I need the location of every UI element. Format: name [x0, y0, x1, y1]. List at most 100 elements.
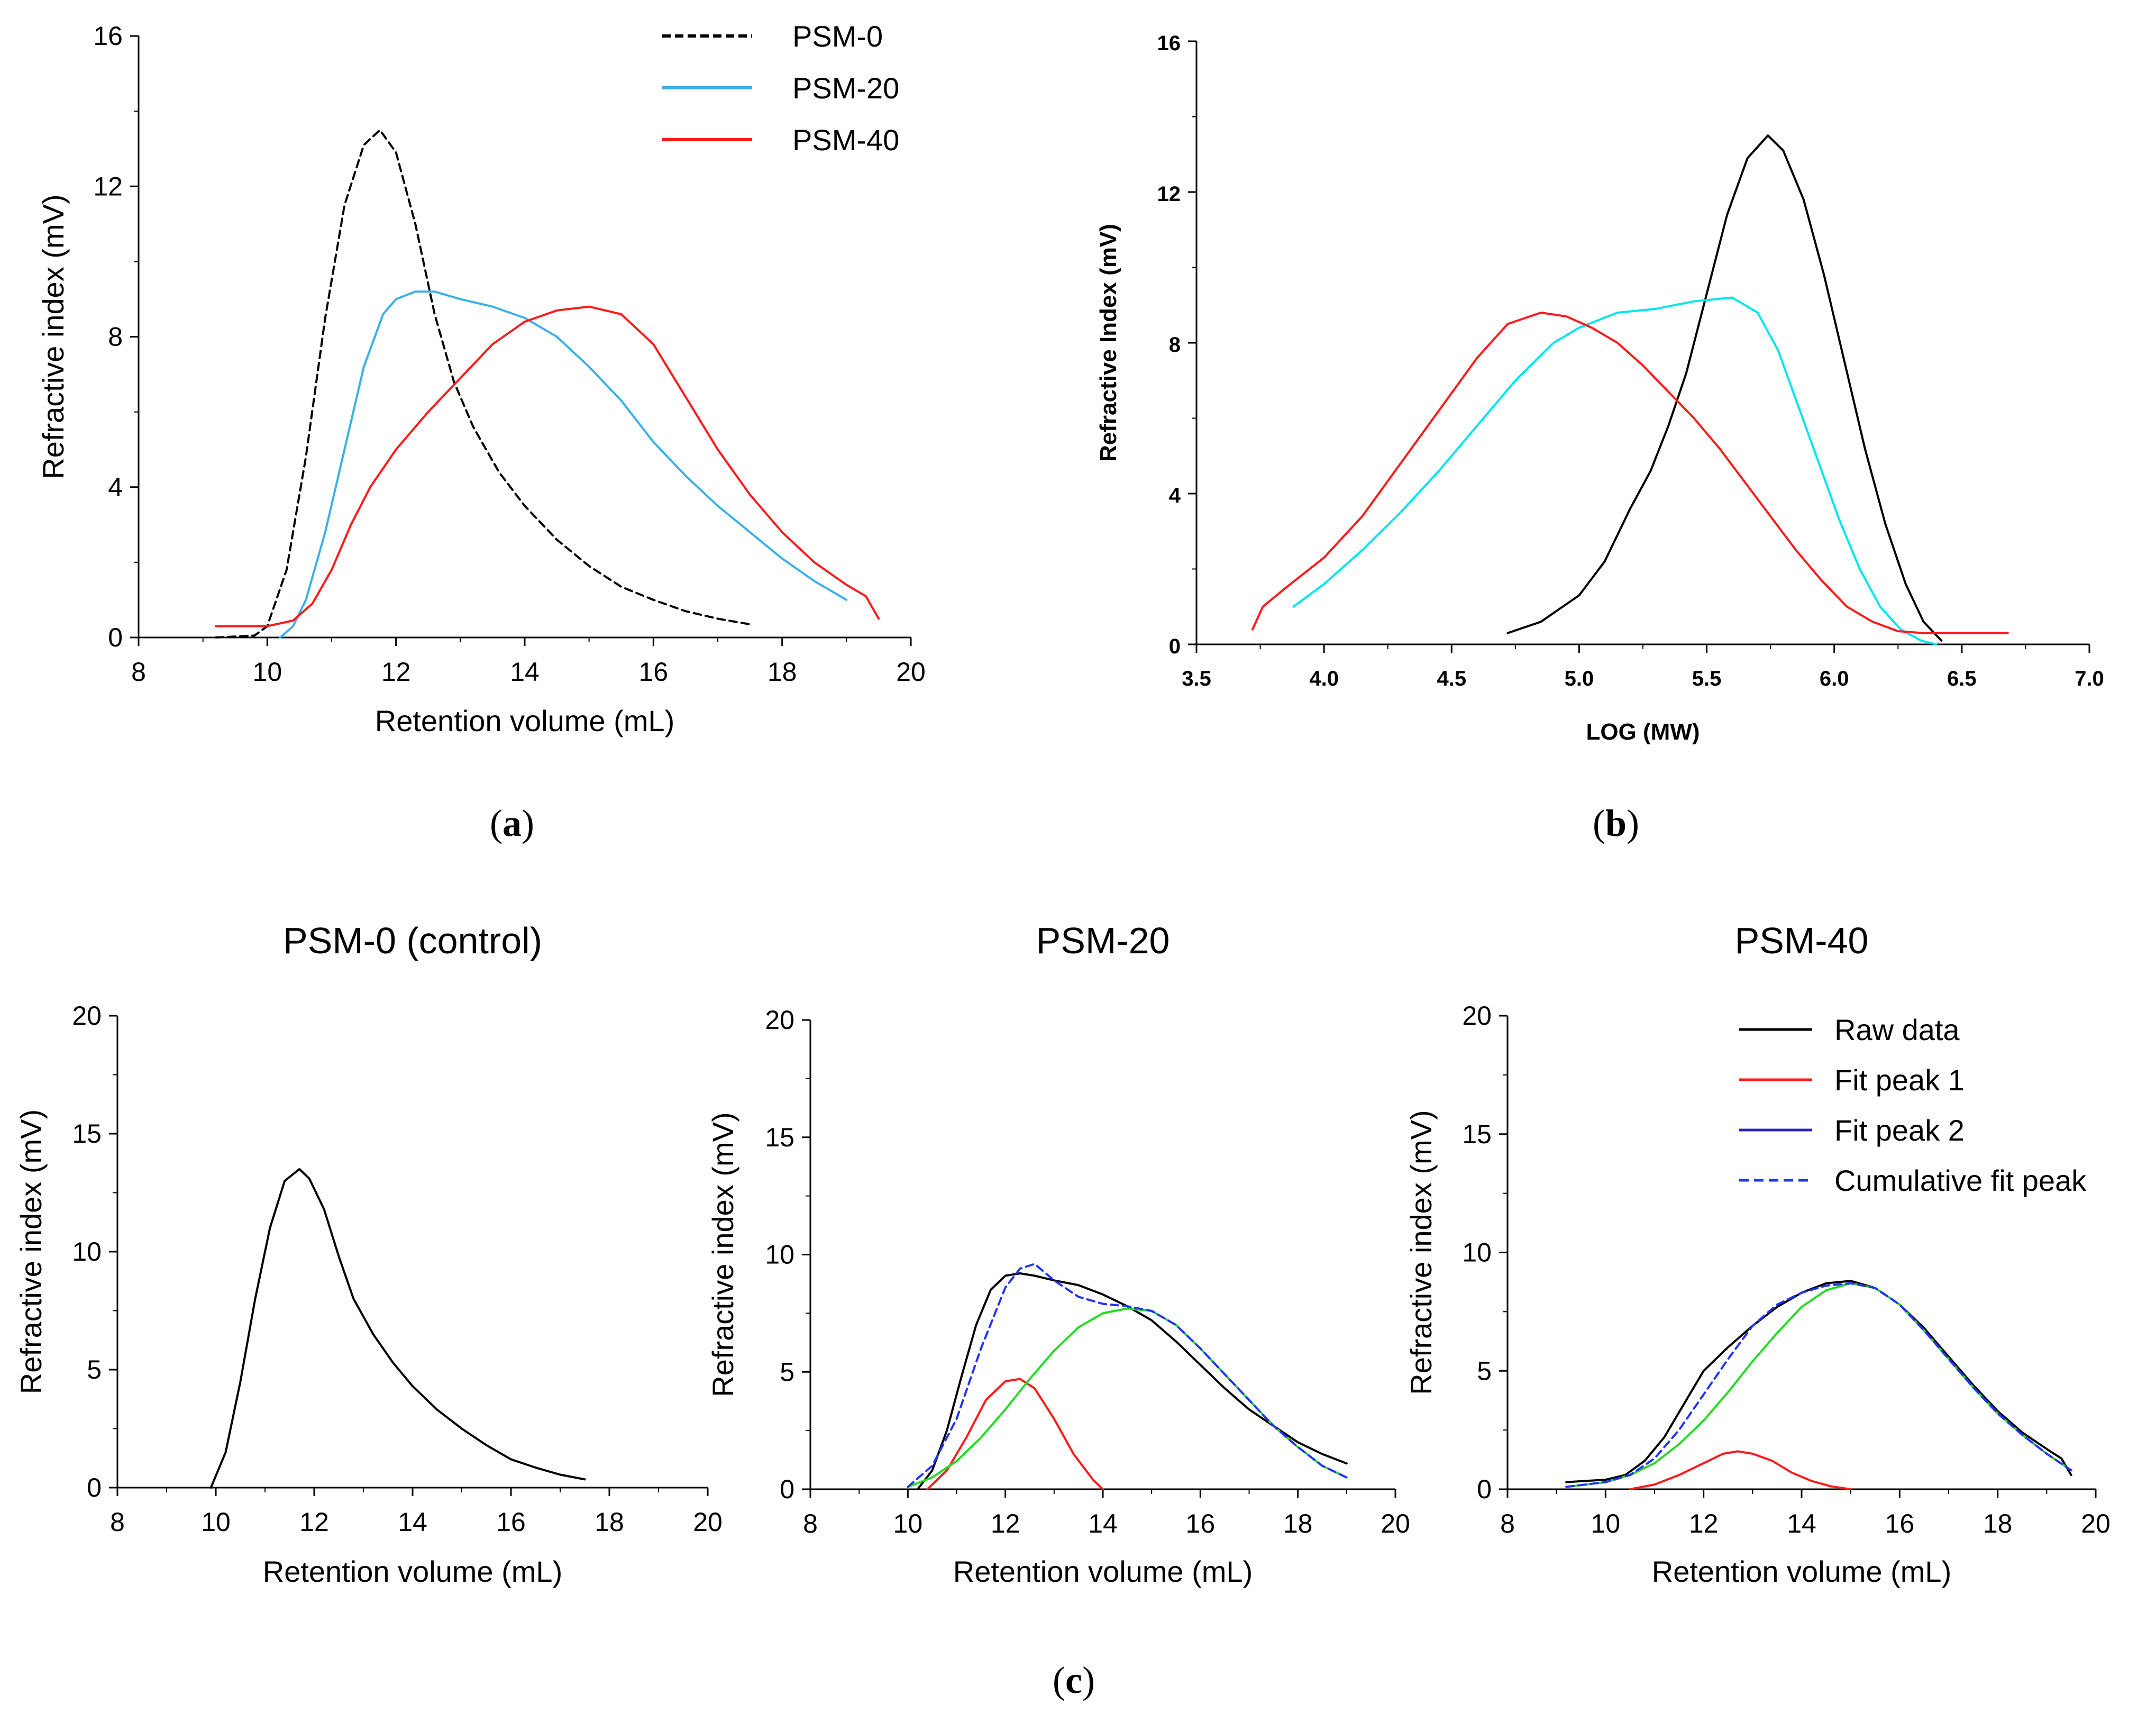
- y-tick-label-b-2: 8: [1169, 333, 1181, 357]
- x-tick-label-c3-4: 16: [1885, 1509, 1915, 1538]
- y-tick-label-c3-1: 5: [1477, 1356, 1492, 1386]
- y-tick-label-c1-3: 15: [72, 1119, 102, 1149]
- x-tick-label-a-1: 10: [253, 657, 282, 687]
- y-tick-label-c2-0: 0: [780, 1474, 794, 1504]
- x-tick-label-a-0: 8: [131, 657, 146, 687]
- legend-c3-label-3: Cumulative fit peak: [1834, 1164, 2087, 1197]
- series-line-c3-fit-peak-1: [1629, 1450, 1852, 1490]
- caption-a-close: ): [522, 802, 534, 844]
- x-tick-label-b-2: 4.5: [1437, 667, 1466, 690]
- series-line-b-psm-40: [1251, 312, 2009, 634]
- legend-panel-c3: Raw data Fit peak 1 Fit peak 2 Cumulative f…: [1739, 1013, 2087, 1197]
- y-axis-label-a: Refractive index (mV): [36, 194, 70, 479]
- y-axis-label-c2: Refractive index (mV): [706, 1112, 739, 1397]
- x-axis-label-a: Retention volume (mL): [375, 704, 674, 737]
- x-tick-label-b-0: 3.5: [1182, 667, 1211, 690]
- y-tick-label-b-0: 0: [1169, 635, 1181, 658]
- y-tick-label-c3-0: 0: [1477, 1474, 1492, 1504]
- series-line-c3-fit-peak-2: [1565, 1282, 2072, 1488]
- caption-a-open: (: [490, 802, 503, 844]
- x-tick-label-c2-0: 8: [803, 1509, 818, 1538]
- series-line-b-psm-0: [1506, 134, 1943, 642]
- y-axis-label-b: Refractive Index (mV): [1095, 224, 1121, 462]
- y-tick-label-c3-2: 10: [1462, 1238, 1492, 1268]
- y-tick-label-c2-3: 15: [765, 1123, 794, 1152]
- series-line-a-psm-20: [279, 290, 848, 639]
- y-tick-label-a-3: 12: [93, 171, 123, 201]
- x-axis-label-c3: Retention volume (mL): [1652, 1555, 1951, 1588]
- x-tick-label-c2-3: 14: [1088, 1509, 1118, 1538]
- x-tick-label-c3-2: 12: [1689, 1509, 1719, 1538]
- series-line-c2-fit-peak-1: [926, 1378, 1104, 1490]
- x-axis-label-c1: Retention volume (mL): [263, 1555, 562, 1588]
- x-tick-label-c1-1: 10: [201, 1507, 231, 1537]
- x-tick-label-c1-2: 12: [299, 1507, 329, 1537]
- caption-b-close: ): [1627, 802, 1639, 844]
- x-tick-label-c3-6: 20: [2081, 1509, 2111, 1538]
- chart-panel-c1: 8 10 12 14 16 18 20 0 5 10 15 20 Retention volume (m…: [14, 920, 723, 1588]
- y-tick-label-c2-2: 10: [765, 1240, 794, 1270]
- x-tick-label-c3-1: 10: [1591, 1509, 1621, 1538]
- x-tick-label-c2-2: 12: [991, 1509, 1020, 1538]
- caption-b-open: (: [1593, 802, 1605, 844]
- x-tick-label-c1-5: 18: [595, 1507, 624, 1537]
- chart-panel-c2: 8 10 12 14 16 18 20 0 5 10 15 20 Retention volume (m…: [706, 920, 1410, 1588]
- x-axis-label-b: LOG (MW): [1586, 719, 1700, 745]
- x-tick-label-c1-6: 20: [693, 1507, 723, 1537]
- x-tick-label-b-3: 5.0: [1565, 667, 1594, 690]
- x-tick-label-c1-4: 16: [496, 1507, 526, 1537]
- y-tick-label-b-4: 16: [1157, 32, 1181, 55]
- caption-b-letter: b: [1605, 802, 1627, 844]
- x-axis-label-c2: Retention volume (mL): [953, 1555, 1253, 1588]
- y-tick-label-a-4: 16: [93, 21, 123, 51]
- x-tick-label-b-1: 4.0: [1309, 667, 1339, 690]
- series-line-c2-cumulative-fit-peak: [907, 1263, 1348, 1488]
- x-tick-label-a-2: 12: [381, 657, 411, 687]
- legend-a-label-2: PSM-40: [792, 123, 899, 157]
- caption-c-open: (: [1053, 1659, 1065, 1701]
- chart-panel-a: 8 10 12 14 16 18 20 0 4 8 12 16 Retention volume (mL…: [36, 21, 926, 737]
- chart-title-c3: PSM-40: [1735, 920, 1869, 961]
- legend-a-label-1: PSM-20: [792, 71, 899, 105]
- y-tick-label-c1-4: 20: [72, 1001, 102, 1031]
- x-tick-label-c2-4: 16: [1186, 1509, 1216, 1538]
- x-tick-label-c2-1: 10: [893, 1509, 923, 1538]
- x-tick-label-a-4: 16: [639, 657, 669, 687]
- x-tick-label-c3-0: 8: [1500, 1509, 1515, 1538]
- x-tick-label-a-6: 20: [896, 657, 926, 687]
- x-tick-label-c3-3: 14: [1787, 1509, 1816, 1538]
- y-tick-label-a-2: 8: [108, 322, 123, 352]
- y-tick-label-b-3: 12: [1157, 183, 1181, 206]
- series-line-c3-raw-data: [1565, 1280, 2072, 1483]
- series-line-a-psm-40: [215, 305, 880, 627]
- y-tick-label-c3-3: 15: [1462, 1119, 1492, 1149]
- caption-c-close: ): [1082, 1659, 1095, 1701]
- legend-c3-label-0: Raw data: [1834, 1013, 1960, 1046]
- y-tick-label-c2-4: 20: [765, 1005, 794, 1035]
- y-tick-label-b-1: 4: [1169, 484, 1181, 507]
- y-tick-label-c2-1: 5: [780, 1357, 794, 1387]
- series-line-a-psm-0: [215, 129, 751, 639]
- series-line-c3-cumulative-fit-peak: [1565, 1282, 2072, 1488]
- y-tick-label-c1-1: 5: [87, 1355, 102, 1384]
- x-tick-label-b-6: 6.5: [1947, 667, 1977, 690]
- x-tick-label-b-5: 6.0: [1820, 667, 1849, 690]
- y-tick-label-c1-0: 0: [87, 1473, 102, 1502]
- x-tick-label-c1-0: 8: [110, 1507, 125, 1537]
- legend-c3-label-1: Fit peak 1: [1834, 1063, 1965, 1097]
- legend-c3-label-2: Fit peak 2: [1834, 1114, 1965, 1147]
- series-line-c1-raw-data: [209, 1168, 586, 1489]
- x-tick-label-b-7: 7.0: [2075, 667, 2104, 690]
- legend-panel-a: PSM-0 PSM-20 PSM-40: [662, 20, 899, 157]
- x-tick-label-b-4: 5.5: [1692, 667, 1722, 690]
- x-tick-label-c1-3: 14: [398, 1507, 427, 1537]
- series-line-b-psm-20: [1292, 296, 1938, 645]
- x-tick-label-c3-5: 18: [1983, 1509, 2013, 1538]
- caption-c: (c): [1053, 1659, 1095, 1701]
- chart-panel-b: 3.5 4.0 4.5 5.0 5.5 6.0 6.5 7.0 0 4 8 12 16 LOG (MW) R…: [1095, 32, 2104, 745]
- caption-c-letter: c: [1065, 1659, 1082, 1701]
- caption-b: (b): [1593, 802, 1639, 844]
- chart-title-c1: PSM-0 (control): [283, 920, 542, 961]
- y-tick-label-a-1: 4: [108, 472, 123, 502]
